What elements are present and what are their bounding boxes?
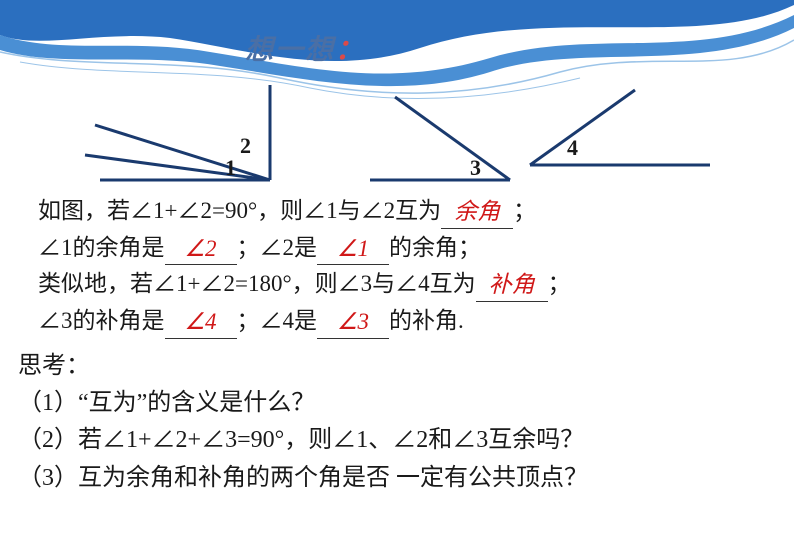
label-1: 1: [225, 155, 236, 180]
title-colon: ：: [335, 35, 365, 66]
l1b: ；: [513, 198, 536, 223]
fill-a4: ∠4: [184, 309, 216, 334]
l1a: 如图，若∠1+∠2=90°，则∠1与∠2互为: [38, 198, 441, 223]
label-2: 2: [240, 133, 251, 158]
l3b: ；: [548, 271, 571, 296]
l2a: ∠1的余角是: [38, 235, 165, 260]
figure-right: [370, 90, 710, 180]
figures-svg: 1 2 3 4: [40, 75, 740, 190]
line1: 如图，若∠1+∠2=90°，则∠1与∠2互为余角 ；: [38, 192, 571, 229]
fill-a2: ∠2: [184, 236, 216, 261]
title-text: 想一想: [245, 35, 335, 66]
line3: 类似地，若∠1+∠2=180°，则∠3与∠4互为补角 ；: [38, 265, 571, 302]
think-q3: （3）互为余角和补角的两个角是否 一定有公共顶点？: [18, 460, 588, 497]
l3a: 类似地，若∠1+∠2=180°，则∠3与∠4互为: [38, 271, 476, 296]
fill-bujiao: 补角: [489, 272, 535, 297]
geometry-figures: 1 2 3 4: [40, 75, 740, 185]
l4b: ；∠4是: [237, 308, 318, 333]
think-q2: （2）若∠1+∠2+∠3=90°，则∠1、∠2和∠3互余吗？: [18, 422, 588, 459]
fill-a1: ∠1: [337, 236, 369, 261]
think-heading: 思考：: [18, 348, 588, 385]
label-3: 3: [470, 155, 481, 180]
fill-a3: ∠3: [337, 309, 369, 334]
think-q1: （1）“互为”的含义是什么？: [18, 385, 588, 422]
slide-title: 想一想：: [245, 28, 365, 68]
l4a: ∠3的补角是: [38, 308, 165, 333]
fill-yujiao: 余角: [454, 199, 500, 224]
body-text: 如图，若∠1+∠2=90°，则∠1与∠2互为余角； ∠1的余角是∠2；∠2是∠1…: [38, 192, 571, 339]
l4c: 的补角.: [389, 308, 464, 333]
label-4: 4: [567, 135, 578, 160]
thinking-section: 思考： （1）“互为”的含义是什么？ （2）若∠1+∠2+∠3=90°，则∠1、…: [18, 348, 588, 497]
line4: ∠3的补角是 ∠4 ；∠4是 ∠3 的补角.: [38, 302, 571, 339]
l2b: ；∠2是: [237, 235, 318, 260]
l2c: 的余角；: [389, 235, 481, 260]
line2: ∠1的余角是 ∠2 ；∠2是 ∠1 的余角；: [38, 229, 571, 266]
